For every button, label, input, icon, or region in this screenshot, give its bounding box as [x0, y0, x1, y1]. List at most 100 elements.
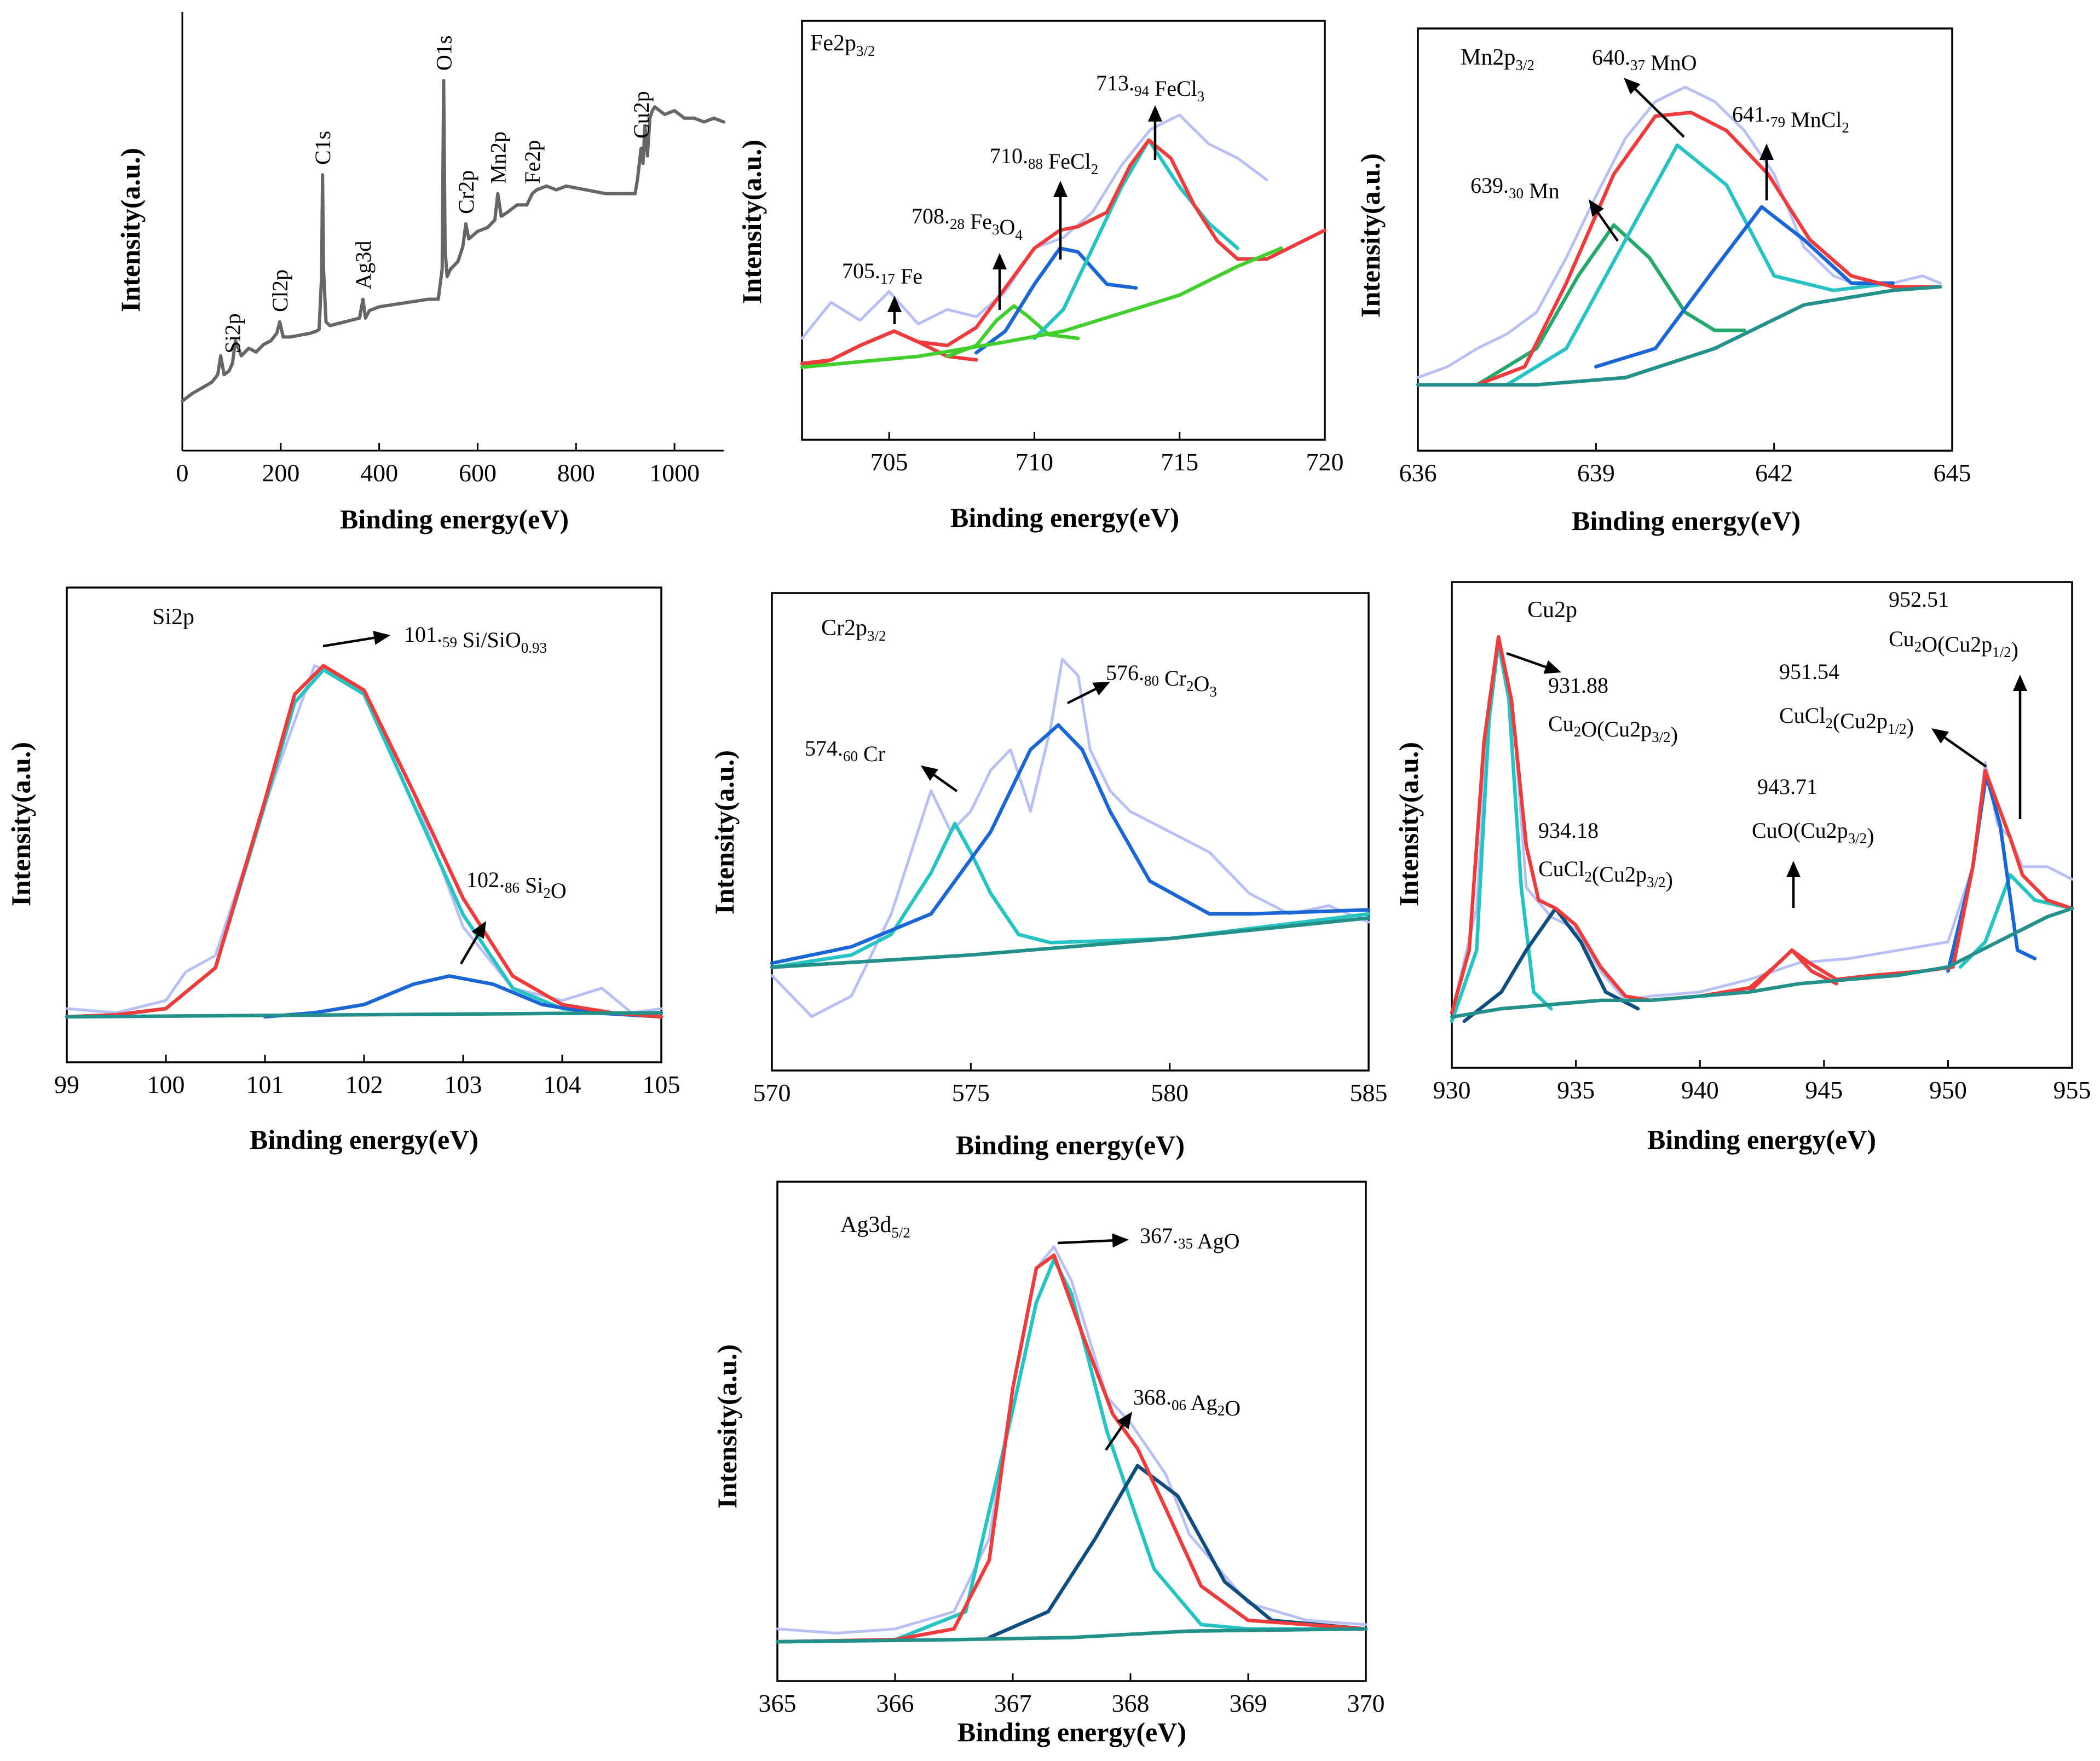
- x-tick-label: 710: [1016, 448, 1053, 476]
- series-envelope: [1450, 635, 2074, 1015]
- annotation-951-54: 951.54 CuCl2(Cu2p1/2): [1779, 659, 1987, 768]
- x-tick-label: 0: [176, 459, 189, 487]
- annotation-arrow-shaft: [933, 774, 958, 792]
- x-axis-label: Binding energy(eV): [956, 1130, 1185, 1160]
- annotation-arrow-head: [887, 296, 902, 312]
- annotation-arrow-head: [1148, 105, 1162, 122]
- x-tick-label: 800: [557, 459, 595, 487]
- plot-frame: [776, 1181, 1367, 1682]
- annotation-arrow-shaft: [1057, 1239, 1113, 1245]
- x-tick-label: 200: [262, 459, 299, 487]
- annotation-arrow-head: [471, 921, 486, 939]
- annotation-arrow-head: [1092, 682, 1110, 696]
- x-tick-label: 365: [759, 1689, 797, 1717]
- series-mncl2: [1594, 205, 1895, 369]
- x-tick-label: 930: [1433, 1076, 1471, 1104]
- peak-label: O1s: [431, 36, 456, 71]
- series-background: [65, 1011, 664, 1019]
- annotation-arrow-head: [1624, 78, 1641, 95]
- peak-label: Cr2p: [454, 170, 478, 214]
- x-tick-label: 935: [1557, 1076, 1595, 1104]
- chart-cr2p: 570 575 580 585 Intensity(a.u.) Binding energ…: [709, 592, 1388, 1160]
- annotation-367-35: 367.35 AgO: [1057, 1223, 1240, 1253]
- series-raw: [800, 113, 1268, 340]
- series-envelope: [775, 1253, 1368, 1644]
- series-background: [775, 1627, 1368, 1644]
- peak-label: Fe2p: [520, 140, 545, 184]
- peak-label: Cl2p: [268, 269, 292, 312]
- x-tick-label: 366: [876, 1689, 914, 1717]
- x-axis-label: Binding energy(eV): [250, 1124, 478, 1155]
- annotation-arrow-shaft: [1634, 88, 1685, 138]
- x-tick-label: 367: [994, 1689, 1032, 1717]
- x-tick-label: 400: [360, 459, 398, 487]
- annotation-arrow-shaft: [1597, 212, 1619, 242]
- panel-title: Cu2p: [1527, 597, 1577, 623]
- x-tick-label: 368: [1112, 1689, 1150, 1717]
- chart-fe2p: 705 710 715 720 Intensity(a.u.) Binding energ…: [736, 20, 1344, 533]
- x-tick-label: 101: [246, 1071, 284, 1098]
- annotation-arrow-head: [1589, 199, 1604, 217]
- annotation-arrow-head: [1931, 728, 1949, 744]
- annotation-label: Cu2O(Cu2p1/2): [1889, 626, 2018, 662]
- x-tick-label: 940: [1681, 1076, 1719, 1104]
- x-axis-label: Binding energy(eV): [1572, 505, 1801, 536]
- chart-ag3d: 365 366 367 368 369 370 Intensity(a.u.) Binding…: [712, 1181, 1385, 1747]
- series-ag2o: [987, 1464, 1368, 1639]
- x-tick-label: 575: [952, 1079, 990, 1107]
- annotation-arrow-head: [373, 630, 390, 645]
- series-raw: [770, 658, 1370, 1018]
- x-tick-label: 105: [643, 1071, 680, 1098]
- annotation-arrow-head: [2013, 675, 2027, 691]
- series-cr2o3: [770, 723, 1371, 965]
- annotation-text: 641.79 MnCl2: [1732, 102, 1849, 136]
- y-axis-label: Intensity(a.u.): [1393, 742, 1424, 906]
- series-si-sio0-93: [65, 667, 664, 1019]
- series-raw: [65, 664, 663, 1014]
- x-tick-label: 104: [544, 1071, 581, 1098]
- annotation-text: 710.88 FeCl2: [990, 143, 1098, 177]
- x-tick-label: 103: [445, 1071, 482, 1098]
- annotation-arrow-head: [921, 766, 938, 781]
- x-tick-label: 636: [1399, 459, 1437, 487]
- series-mn: [1475, 223, 1746, 387]
- panel-title: Fe2p3/2: [810, 31, 875, 59]
- x-tick-label: 642: [1755, 459, 1793, 487]
- panel-title: Cr2p3/2: [821, 615, 886, 644]
- annotation-value: 951.54: [1779, 659, 1839, 684]
- panel-title: Si2p: [152, 605, 194, 630]
- annotation-value: 931.88: [1548, 673, 1608, 698]
- annotation-368-06: 368.06 Ag2O: [1105, 1385, 1241, 1451]
- x-tick-label: 720: [1306, 448, 1344, 476]
- annotation-value: 934.18: [1538, 818, 1599, 843]
- x-axis-label: Binding energy(eV): [957, 1717, 1186, 1747]
- annotation-102-86: 102.86 Si2O: [460, 867, 567, 965]
- annotation-arrow-shaft: [1944, 736, 1987, 768]
- plot-frame: [66, 586, 662, 1063]
- annotation-arrow-head: [1053, 181, 1068, 197]
- annotation-text: 639.30 Mn: [1470, 173, 1560, 203]
- annotation-943-71: 943.71 CuO(Cu2p3/2): [1752, 774, 1874, 908]
- series-cu2o-1-2: [1958, 873, 2074, 969]
- annotation-arrow-head: [1786, 861, 1801, 877]
- panel-title: Ag3d5/2: [840, 1212, 910, 1241]
- y-axis-label: Intensity(a.u.): [115, 148, 146, 312]
- series-cr: [770, 821, 1371, 969]
- series-mno: [1505, 143, 1895, 387]
- x-tick-label: 585: [1350, 1079, 1388, 1107]
- annotation-arrow-shaft: [1105, 1424, 1124, 1451]
- annotation-713-94: 713.94 FeCl3: [1096, 71, 1204, 160]
- annotation-text: 705.17 Fe: [842, 258, 922, 289]
- x-axis-label: Binding energy(eV): [340, 504, 569, 534]
- plot-frame: [771, 592, 1370, 1072]
- x-tick-label: 950: [1929, 1076, 1967, 1104]
- chart-survey: 0 200 400 600 800 1000 Intensity(a.u.) Binding …: [115, 12, 725, 534]
- annotation-text: 713.94 FeCl3: [1096, 71, 1204, 105]
- x-tick-label: 705: [870, 448, 908, 476]
- x-axis-label: Binding energy(eV): [1647, 1124, 1876, 1155]
- y-axis-label: Intensity(a.u.): [712, 1344, 742, 1509]
- annotation-705-17: 705.17 Fe: [842, 258, 922, 324]
- annotation-label: CuO(Cu2p3/2): [1752, 818, 1874, 848]
- annotation-label: CuCl2(Cu2p3/2): [1538, 856, 1673, 892]
